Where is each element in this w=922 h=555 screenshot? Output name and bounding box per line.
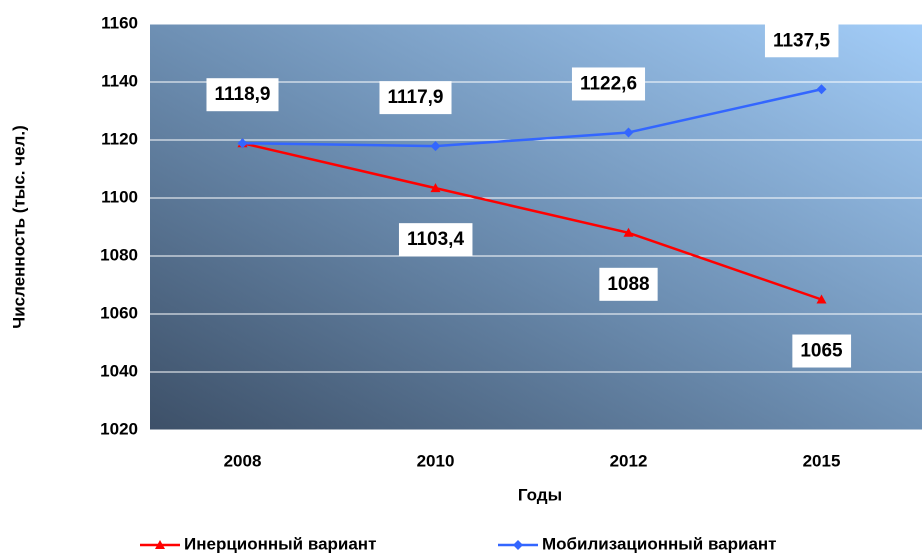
series-line [242, 141, 822, 301]
value-label: 1117,9 [387, 87, 443, 108]
x-tick-label: 2015 [803, 451, 841, 470]
value-label: 1065 [800, 341, 843, 362]
marker [623, 127, 634, 138]
value-label-box [792, 334, 852, 368]
x-axis-label: Годы [518, 485, 562, 504]
marker [155, 540, 165, 549]
x-tick-label: 2008 [224, 451, 262, 470]
value-label-box [571, 67, 646, 101]
y-tick-label: 1080 [100, 245, 138, 264]
value-label-box [379, 81, 452, 115]
y-tick-label: 1140 [101, 71, 138, 90]
value-label: 1122,6 [580, 73, 637, 94]
y-tick-label: 1160 [101, 13, 138, 32]
marker [623, 227, 634, 237]
y-tick-label: 1060 [100, 303, 138, 322]
marker [816, 84, 827, 95]
marker [430, 183, 441, 193]
value-label-box [206, 78, 279, 112]
y-axis-label: Численность (тыс. чел.) [9, 125, 28, 328]
x-tick-label: 2012 [610, 451, 648, 470]
value-label: 1103,4 [407, 229, 464, 250]
value-label: 1137,5 [773, 30, 830, 51]
legend-label: Мобилизационный вариант [542, 534, 777, 553]
x-tick-label: 2010 [417, 451, 455, 470]
marker [513, 540, 523, 550]
value-label-box [764, 24, 839, 58]
y-tick-label: 1040 [100, 361, 138, 380]
y-tick-label: 1100 [101, 187, 138, 206]
value-label-box [599, 267, 658, 301]
value-label-box [398, 223, 473, 257]
y-tick-label: 1120 [101, 129, 138, 148]
marker [237, 138, 248, 149]
series-line [242, 88, 822, 148]
value-label: 1088 [607, 274, 649, 295]
legend-label: Инерционный вариант [184, 534, 376, 553]
value-label: 1118,9 [214, 84, 270, 105]
y-tick-label: 1020 [100, 419, 138, 438]
marker [430, 141, 441, 152]
marker [816, 294, 827, 304]
